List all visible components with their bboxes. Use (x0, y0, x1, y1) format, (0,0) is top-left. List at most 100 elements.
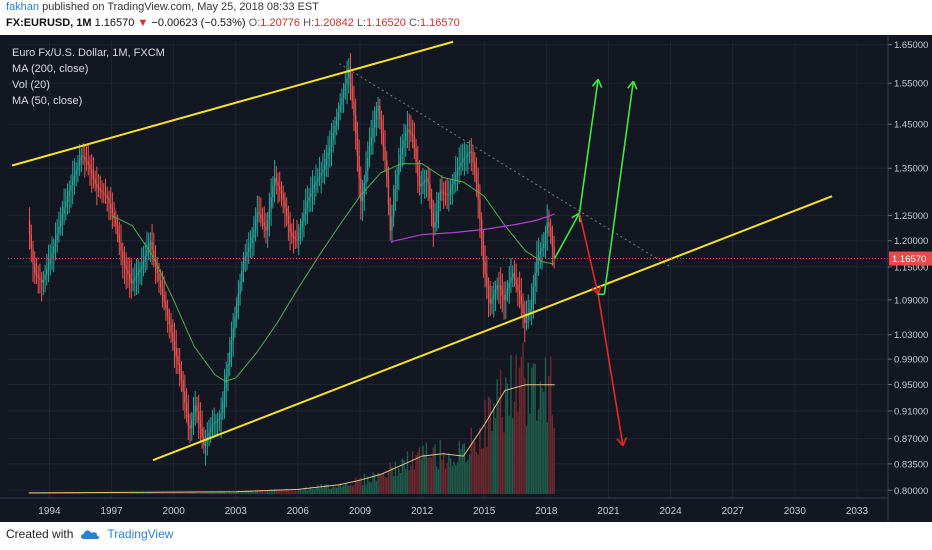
candle-body (451, 184, 454, 190)
candle-body (78, 160, 81, 166)
candle-body (173, 340, 176, 349)
candle-body (68, 190, 70, 197)
author-link[interactable]: fakhan (6, 1, 40, 13)
candle-body (551, 235, 554, 247)
open-value: 1.20776 (260, 17, 301, 29)
volume-bar (39, 493, 41, 494)
arrow-up-1 (578, 79, 599, 214)
candle-body (232, 328, 234, 341)
volume-bar (275, 489, 278, 494)
candle-body (210, 428, 212, 433)
volume-bar (396, 475, 398, 494)
candle-body (215, 421, 217, 423)
candle-body (229, 352, 231, 364)
candle-body (389, 204, 391, 231)
candle-body (177, 356, 179, 365)
change-value: −0.00623 (−0.53%) (151, 17, 246, 29)
candle-body (187, 413, 190, 425)
candle-body (373, 119, 376, 129)
volume-bar (116, 492, 119, 494)
legend-ma200[interactable]: MA (200, close) (12, 63, 89, 75)
volume-bar (417, 451, 419, 494)
volume-bar (196, 491, 198, 494)
candle-body (299, 227, 302, 235)
volume-bar (230, 492, 233, 494)
volume-bar (127, 492, 129, 494)
candle-body (125, 265, 127, 270)
volume-bar (279, 489, 281, 494)
arrow-down-1-head (597, 285, 602, 295)
volume-bar (465, 462, 467, 494)
candle-body (170, 324, 172, 333)
candle-body (465, 155, 467, 158)
candle-body (484, 261, 486, 274)
volume-bar (437, 469, 440, 494)
tradingview-brand-link[interactable]: TradingView (107, 527, 174, 541)
candle-body (266, 219, 269, 231)
volume-bar (229, 492, 231, 494)
candle-body (85, 159, 88, 162)
candle-body (185, 402, 188, 414)
candle-body (518, 290, 521, 297)
candle-body (144, 255, 146, 262)
volume-bar (339, 483, 341, 494)
low-label: L: (356, 17, 367, 29)
candle-body (322, 169, 324, 173)
volume-ma-line (28, 384, 555, 494)
candle-body (417, 161, 419, 176)
volume-bar (223, 491, 226, 494)
arrow-down-2-head (622, 437, 628, 447)
candle-body (391, 216, 393, 231)
candle-body (241, 270, 243, 283)
arrow-up-1-head (591, 78, 599, 87)
candle-body (491, 299, 493, 304)
candle-body (189, 424, 191, 429)
volume-bar (306, 490, 309, 494)
volume-bar (372, 472, 374, 494)
volume-bar (123, 492, 126, 494)
candle-body (436, 210, 438, 222)
volume-bar (453, 462, 455, 494)
legend-volume[interactable]: Vol (20) (12, 79, 50, 91)
candle-body (520, 296, 523, 304)
volume-bar (151, 492, 153, 494)
volume-bar (360, 477, 362, 494)
candle-body (90, 169, 93, 175)
volume-bar (420, 459, 422, 494)
volume-bar (178, 491, 181, 494)
volume-bar (398, 468, 400, 494)
price-chart[interactable]: 1.65000 1.55000 1.45000 1.35000 1.25000 1.200… (0, 35, 932, 522)
candle-body (147, 245, 150, 251)
volume-bar (189, 491, 191, 494)
candle-body (178, 364, 181, 372)
candle-body (272, 186, 274, 198)
time-tick-label: 2012 (411, 506, 434, 517)
candle-body (456, 170, 459, 175)
volume-bar (518, 367, 521, 494)
candle-body (282, 193, 284, 200)
candle-body (66, 196, 69, 202)
candle-body (101, 190, 103, 193)
volume-bar (147, 491, 150, 494)
candle-body (123, 259, 126, 266)
legend-ma50[interactable]: MA (50, close) (12, 95, 83, 107)
arrow-up-path-head (571, 212, 580, 219)
candle-body (265, 226, 267, 231)
candle-body (160, 280, 162, 288)
volume-bar (487, 396, 490, 494)
candle-body (432, 212, 435, 228)
volume-bar (68, 493, 70, 494)
candle-body (237, 293, 240, 306)
volume-bar (370, 482, 372, 494)
volume-bar (448, 452, 450, 494)
volume-bar (166, 491, 169, 494)
candle-body (113, 213, 115, 219)
volume-bar (537, 409, 540, 494)
price-tick-label: 1.09000 (894, 295, 928, 306)
candle-body (408, 129, 410, 132)
volume-bar (261, 490, 264, 494)
volume-bar (270, 489, 272, 494)
candle-body (249, 243, 252, 248)
candle-body (141, 266, 143, 270)
volume-bar (89, 492, 91, 494)
